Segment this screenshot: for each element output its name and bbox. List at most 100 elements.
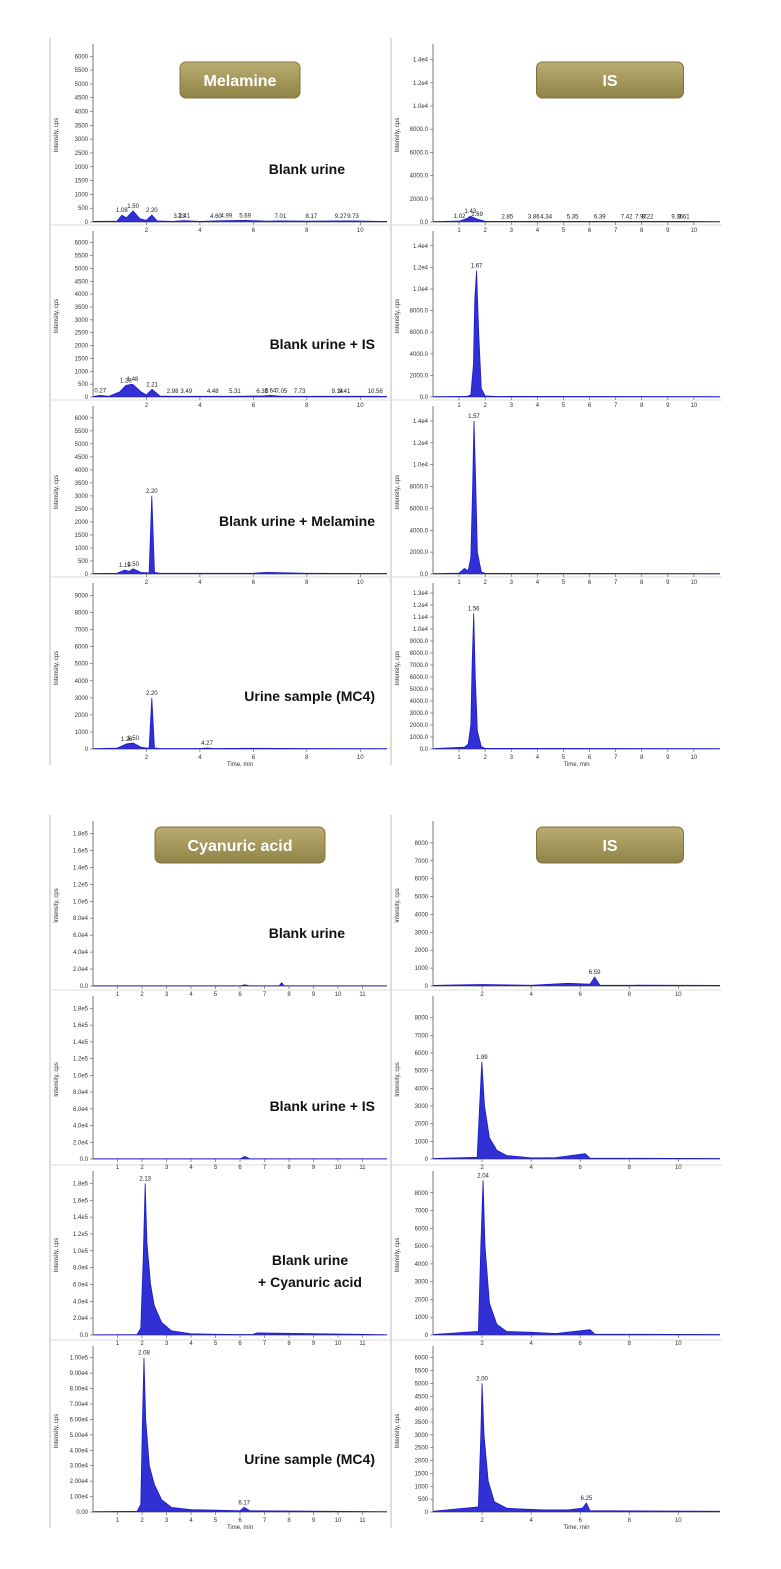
caption: Blank urine + IS — [270, 336, 375, 352]
y-tick-label: 2000.0 — [410, 550, 429, 556]
x-tick-label: 2 — [140, 1165, 144, 1171]
peak-label: 2.04 — [477, 1173, 489, 1179]
y-tick-label: 1500 — [75, 179, 89, 185]
y-tick-label: 8.0e4 — [73, 916, 89, 922]
x-tick-label: 1 — [116, 1165, 120, 1171]
peak-label: 6.64 — [265, 388, 277, 394]
x-tick-label: 10 — [691, 580, 698, 586]
x-tick-label: 11 — [359, 1518, 366, 1524]
x-tick-label: 4 — [198, 755, 202, 761]
title-badge — [536, 61, 684, 99]
peak-label: 9.61 — [678, 214, 690, 220]
y-tick-label: 6000 — [75, 54, 89, 60]
x-tick-label: 2 — [145, 755, 149, 761]
x-tick-label: 2 — [480, 1518, 484, 1524]
peak-label: 1.99 — [476, 1055, 488, 1061]
peak-label: 4.34 — [540, 214, 552, 220]
peak-label: 1.08 — [116, 208, 128, 214]
trace — [432, 270, 721, 398]
y-tick-label: 1.4e4 — [413, 244, 429, 250]
peak-label: 1.50 — [127, 562, 139, 568]
y-tick-label: 1000 — [415, 1139, 429, 1145]
y-axis-label: Intensity, cps — [54, 888, 60, 923]
y-tick-label: 4.0e4 — [73, 950, 89, 956]
x-tick-label: 8 — [640, 403, 644, 409]
peak-label: 9.36 — [671, 214, 683, 220]
peak-label: 2.13 — [139, 1176, 151, 1182]
x-tick-label: 10 — [335, 992, 342, 998]
x-tick-label: 8 — [628, 1165, 632, 1171]
peak-label: 6.17 — [238, 1500, 250, 1506]
x-tick-label: 9 — [312, 1341, 316, 1347]
x-tick-label: 3 — [510, 228, 514, 234]
y-tick-label: 5000 — [75, 82, 89, 88]
x-tick-label: 8 — [305, 580, 309, 586]
y-tick-label: 4000 — [75, 468, 89, 474]
peak-label: 2.98 — [167, 389, 179, 395]
y-tick-label: 1.0e5 — [73, 1249, 89, 1255]
peak-label: 4.60 — [210, 214, 222, 220]
x-tick-label: 8 — [628, 992, 632, 998]
x-tick-label: 4 — [189, 1518, 193, 1524]
x-tick-label: 6 — [252, 228, 256, 234]
x-tick-label: 6 — [238, 992, 242, 998]
x-tick-label: 9 — [666, 580, 670, 586]
y-axis-label: Intensity, cps — [395, 651, 401, 686]
y-axis-label: Intensity, cps — [395, 1238, 401, 1273]
y-tick-label: 3000 — [75, 318, 89, 324]
y-tick-label: 500 — [78, 559, 89, 565]
y-tick-label: 5000 — [415, 895, 429, 901]
trace — [432, 1180, 721, 1335]
y-tick-label: 4.0e4 — [73, 1299, 89, 1305]
x-tick-label: 4 — [536, 228, 540, 234]
x-tick-label: 2 — [145, 403, 149, 409]
y-tick-label: 5000.0 — [410, 687, 429, 693]
x-tick-label: 3 — [165, 1518, 169, 1524]
caption: Blank urine — [272, 1252, 348, 1268]
y-tick-label: 1500 — [75, 356, 89, 362]
y-axis-label: Intensity, cps — [54, 1238, 60, 1273]
y-tick-label: 5000 — [75, 662, 89, 668]
x-tick-label: 2 — [140, 1518, 144, 1524]
y-tick-label: 3000 — [415, 1433, 429, 1439]
x-tick-label: 4 — [536, 580, 540, 586]
y-tick-label: 1000 — [75, 730, 89, 736]
y-axis-label: Intensity, cps — [395, 475, 401, 510]
y-tick-label: 5500 — [75, 254, 89, 260]
peak-label: 3.49 — [180, 389, 192, 395]
x-tick-label: 7 — [614, 755, 618, 761]
y-tick-label: 1500 — [75, 533, 89, 539]
y-tick-label: 6000.0 — [410, 506, 429, 512]
x-tick-label: 7 — [614, 228, 618, 234]
y-tick-label: 4000 — [415, 1407, 429, 1413]
y-tick-label: 6.0e4 — [73, 1282, 89, 1288]
y-tick-label: 7000 — [415, 1209, 429, 1215]
x-tick-label: 2 — [480, 1341, 484, 1347]
peak-label: 9.27 — [335, 214, 347, 220]
y-tick-label: 8000 — [415, 1191, 429, 1197]
y-tick-label: 1.2e4 — [413, 603, 429, 609]
y-tick-label: 8000 — [415, 841, 429, 847]
x-tick-label: 10 — [357, 755, 364, 761]
x-tick-label: 5 — [214, 992, 218, 998]
y-tick-label: 6000 — [75, 241, 89, 247]
y-tick-label: 5500 — [75, 429, 89, 435]
y-tick-label: 0 — [85, 220, 89, 226]
y-axis-label: Intensity, cps — [54, 299, 60, 334]
x-tick-label: 7 — [614, 580, 618, 586]
x-tick-label: 9 — [312, 1165, 316, 1171]
x-tick-label: 8 — [628, 1341, 632, 1347]
y-tick-label: 0.0 — [80, 1157, 89, 1163]
y-tick-label: 3000.0 — [410, 711, 429, 717]
y-tick-label: 1.1e4 — [413, 615, 429, 621]
y-tick-label: 500 — [78, 382, 89, 388]
peak-label: 7.42 — [621, 214, 633, 220]
y-tick-label: 500 — [418, 1497, 429, 1503]
x-tick-label: 2 — [140, 992, 144, 998]
peak-label: 1.19 — [119, 563, 131, 569]
y-tick-label: 0.0 — [420, 395, 429, 401]
peak-label: 1.67 — [471, 264, 483, 270]
y-axis-label: Intensity, cps — [395, 299, 401, 334]
y-tick-label: 7000 — [75, 628, 89, 634]
